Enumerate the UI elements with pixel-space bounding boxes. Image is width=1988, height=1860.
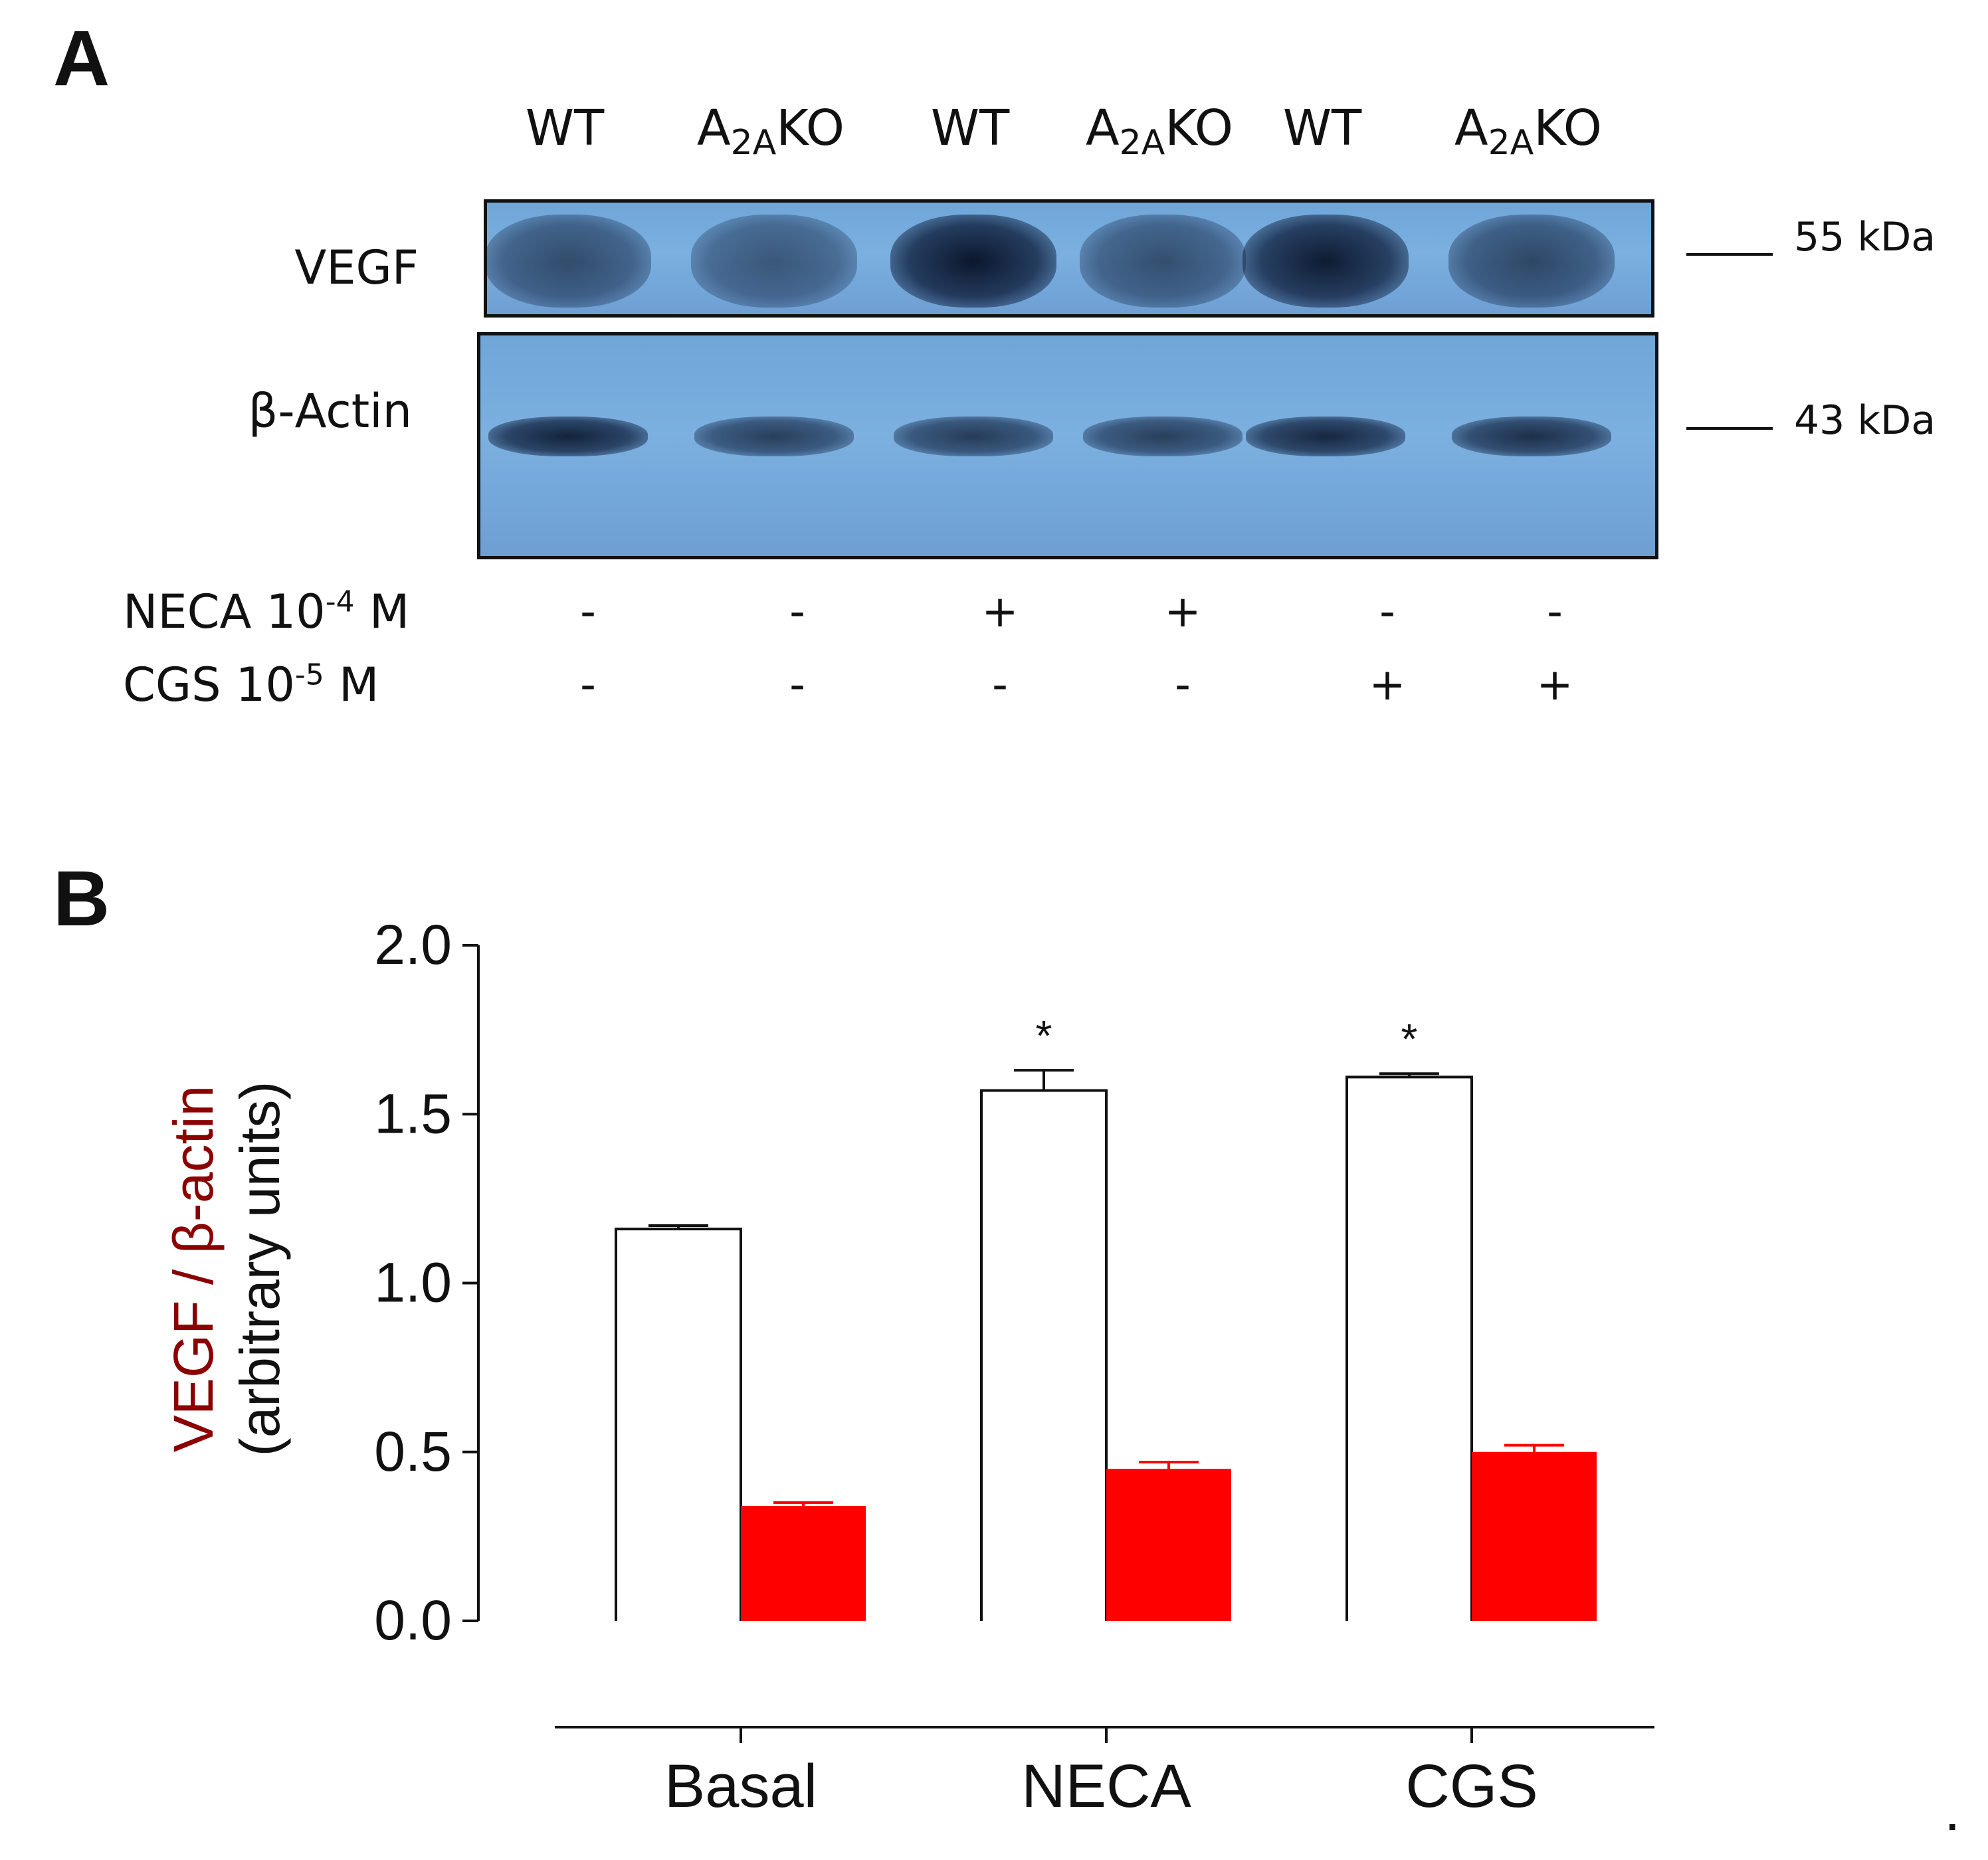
significance-CGS: * [1401, 1015, 1418, 1063]
lane-label-1: WT [525, 100, 605, 157]
actin-band-1 [488, 417, 648, 456]
bar-WT-CGS [1345, 1075, 1473, 1621]
sign-neca-2: - [789, 586, 805, 637]
bar-WT-NECA [980, 1089, 1108, 1621]
actin-band-5 [1246, 417, 1405, 456]
x-tick-label-CGS: CGS [1405, 1752, 1538, 1820]
significance-NECA: * [1036, 1012, 1052, 1060]
bar-A2AKO-NECA [1106, 1469, 1231, 1621]
panel-b-letter: B [53, 855, 110, 943]
actin-band-2 [694, 417, 854, 456]
sign-cgs-6: + [1536, 659, 1573, 710]
sign-neca-3: + [981, 586, 1019, 637]
lane-label-5: WT [1282, 100, 1362, 157]
sign-cgs-4: - [1175, 659, 1191, 710]
lane-label-3: WT [930, 100, 1010, 157]
y-tick-label-0: 0.0 [374, 1589, 452, 1651]
bar-A2AKO-Basal [741, 1506, 866, 1621]
vegf-mw-line [1686, 253, 1773, 256]
vegf-band-3 [890, 215, 1056, 308]
actin-mw-label: 43 kDa [1794, 397, 1936, 444]
sign-neca-4: + [1164, 586, 1201, 637]
actin-row-label: β-Actin [248, 384, 412, 438]
vegf-band-6 [1448, 215, 1615, 308]
y-tick-label-4: 2.0 [374, 913, 452, 976]
x-tick-label-Basal: Basal [664, 1752, 817, 1820]
y-axis-label-line-1: VEGF / β-actin [162, 1085, 225, 1452]
trailing-mark: . [1947, 1794, 1958, 1839]
sign-cgs-5: + [1369, 659, 1406, 710]
actin-band-3 [894, 417, 1053, 456]
vegf-row-label: VEGF [294, 240, 419, 295]
actin-blot [477, 332, 1658, 559]
neca-condition-label: NECA 10-4 M [123, 585, 410, 639]
lane-label-6: A2AKO [1454, 100, 1602, 163]
sign-cgs-3: - [992, 659, 1008, 710]
sign-neca-1: - [580, 586, 596, 637]
x-tick-label-NECA: NECA [1021, 1752, 1191, 1820]
y-tick-label-3: 1.5 [374, 1082, 452, 1145]
sign-neca-5: - [1379, 586, 1395, 637]
actin-band-6 [1452, 417, 1611, 456]
vegf-bar-chart: 0.0 0.5 1.0 1.5 2.0 * * Basal NECA CGS VEGF / β… [162, 913, 1654, 1820]
panel-a-letter: A [53, 15, 110, 102]
lane-label-4: A2AKO [1085, 100, 1233, 163]
vegf-blot [484, 199, 1654, 318]
y-tick-label-2: 1.0 [374, 1252, 452, 1314]
bar-A2AKO-CGS [1472, 1451, 1597, 1621]
y-tick-label-1: 0.5 [374, 1420, 452, 1483]
actin-band-4 [1083, 417, 1242, 456]
bar-WT-Basal [615, 1228, 742, 1621]
sign-neca-6: - [1547, 586, 1563, 637]
vegf-band-1 [487, 215, 651, 308]
actin-mw-line [1686, 427, 1773, 430]
vegf-band-5 [1242, 215, 1409, 308]
vegf-band-4 [1080, 215, 1246, 308]
cgs-condition-label: CGS 10-5 M [123, 658, 379, 712]
vegf-band-2 [691, 215, 857, 308]
y-axis-label-line-2: (arbitrary units) [229, 1081, 291, 1457]
sign-cgs-2: - [789, 659, 805, 710]
vegf-mw-label: 55 kDa [1794, 214, 1936, 260]
lane-label-2: A2AKO [696, 100, 845, 163]
sign-cgs-1: - [580, 659, 596, 710]
